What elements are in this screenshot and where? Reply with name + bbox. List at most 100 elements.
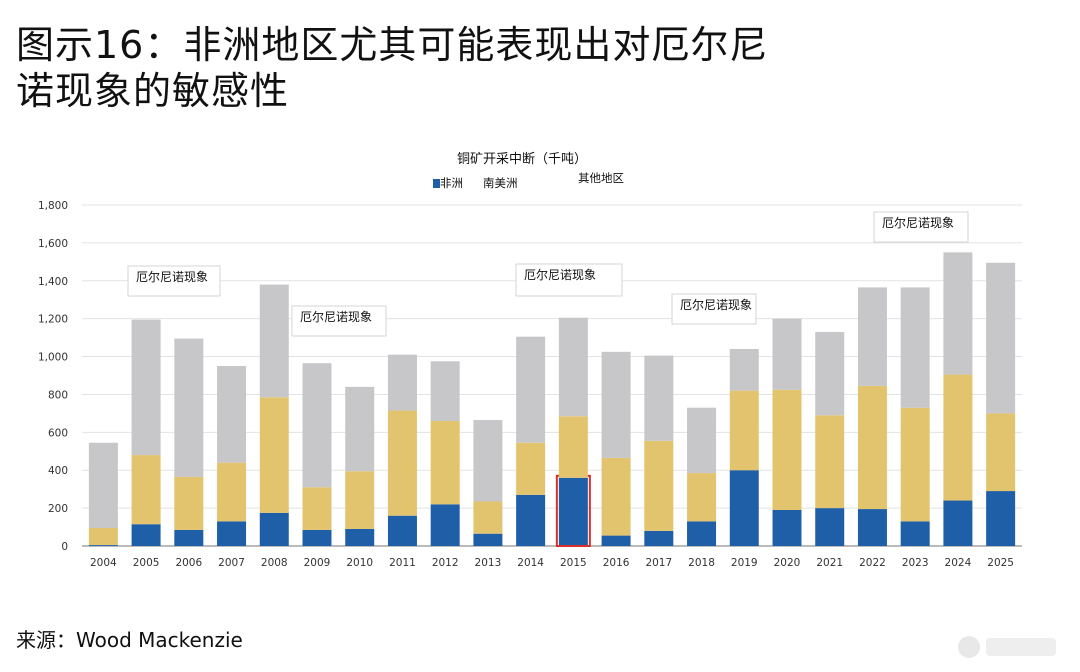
annotation-box — [873, 211, 969, 243]
bar-segment — [345, 386, 375, 472]
bar-segment — [729, 470, 759, 546]
bar-segment — [88, 545, 118, 546]
x-tick-label: 2023 — [902, 557, 929, 569]
x-tick-label: 2011 — [389, 557, 416, 569]
bar-segment — [473, 533, 503, 546]
bar-segment — [88, 528, 118, 546]
bar-segment — [900, 287, 930, 408]
bar-segment — [217, 366, 247, 463]
bar-segment — [387, 354, 417, 411]
bar-segment — [687, 473, 717, 522]
bar-segment — [986, 413, 1016, 492]
x-tick-label: 2020 — [774, 557, 801, 569]
bar-segment — [601, 535, 631, 546]
bar-segment — [174, 476, 204, 530]
x-tick-label: 2004 — [90, 557, 117, 569]
watermark-bar — [986, 638, 1056, 656]
bar-segment — [217, 462, 247, 522]
bar-segment — [815, 331, 845, 416]
y-tick-label: 1,800 — [38, 200, 68, 212]
y-tick-label: 600 — [48, 427, 68, 439]
x-tick-label: 2017 — [645, 557, 672, 569]
bar-segment — [558, 416, 588, 478]
bar-segment — [217, 521, 247, 546]
x-tick-label: 2024 — [945, 557, 972, 569]
bar-segment — [131, 455, 161, 525]
bar-segment — [387, 515, 417, 546]
bar-segment — [857, 385, 887, 510]
annotation-box — [515, 263, 623, 297]
bar-segment — [687, 521, 717, 546]
x-tick-label: 2021 — [816, 557, 843, 569]
bar-segment — [430, 420, 460, 505]
x-tick-label: 2019 — [731, 557, 758, 569]
watermark-logo-icon — [958, 636, 980, 658]
y-tick-label: 400 — [48, 465, 68, 477]
bar-segment — [772, 389, 802, 511]
annotation-label: 厄尔尼诺现象 — [680, 297, 752, 312]
x-tick-label: 2009 — [304, 557, 331, 569]
bar-segment — [644, 440, 674, 531]
y-tick-label: 1,200 — [38, 314, 68, 326]
legend-swatch — [433, 179, 440, 188]
chart-bars — [88, 252, 1016, 547]
x-tick-label: 2018 — [688, 557, 715, 569]
bar-segment — [259, 284, 289, 398]
bar-segment — [772, 510, 802, 546]
y-tick-label: 1,000 — [38, 352, 68, 364]
x-tick-label: 2007 — [218, 557, 245, 569]
annotation-box — [127, 265, 221, 297]
x-tick-label: 2005 — [133, 557, 160, 569]
bar-segment — [772, 318, 802, 390]
bar-segment — [259, 397, 289, 513]
chart-legend: 非洲 南美洲 其他地区 — [433, 171, 624, 190]
bar-segment — [430, 361, 460, 421]
bar-segment — [302, 487, 332, 530]
annotation-box — [291, 305, 387, 337]
bar-segment — [473, 420, 503, 502]
bar-segment — [815, 415, 845, 509]
bar-segment — [644, 355, 674, 441]
annotation-label: 厄尔尼诺现象 — [524, 267, 596, 282]
x-tick-label: 2013 — [475, 557, 502, 569]
annotation-label: 厄尔尼诺现象 — [300, 309, 372, 324]
bar-segment — [516, 336, 546, 443]
page-title: 图示16：非洲地区尤其可能表现出对厄尔尼 诺现象的敏感性 — [16, 23, 769, 113]
x-tick-label: 2015 — [560, 557, 587, 569]
bar-segment — [986, 491, 1016, 546]
bar-segment — [857, 509, 887, 546]
x-tick-label: 2010 — [346, 557, 373, 569]
bar-segment — [943, 500, 973, 546]
legend-label: 南美洲 — [483, 176, 518, 190]
x-tick-label: 2022 — [859, 557, 886, 569]
bar-segment — [601, 457, 631, 536]
bar-segment — [473, 501, 503, 534]
bar-segment — [558, 317, 588, 417]
bar-segment — [88, 442, 118, 529]
legend-label: 非洲 — [440, 176, 463, 190]
bar-segment — [900, 407, 930, 522]
annotation-label: 厄尔尼诺现象 — [136, 269, 208, 284]
x-tick-label: 2008 — [261, 557, 288, 569]
bar-segment — [729, 348, 759, 391]
bar-segment — [516, 494, 546, 546]
bar-segment — [302, 529, 332, 546]
bar-segment — [943, 252, 973, 375]
bar-segment — [943, 374, 973, 501]
y-tick-label: 0 — [61, 541, 68, 553]
y-tick-label: 800 — [48, 389, 68, 401]
chart-title: 铜矿开采中断（千吨） — [457, 152, 587, 167]
x-tick-label: 2012 — [432, 557, 459, 569]
bar-segment — [131, 319, 161, 456]
x-tick-label: 2025 — [987, 557, 1014, 569]
bar-segment — [644, 530, 674, 546]
y-tick-label: 1,400 — [38, 276, 68, 288]
bar-segment — [857, 287, 887, 386]
legend-label: 其他地区 — [578, 171, 624, 185]
bar-segment — [345, 471, 375, 529]
source-note: 来源：Wood Mackenzie — [16, 628, 243, 652]
bar-segment — [387, 410, 417, 516]
bar-segment — [729, 390, 759, 471]
bar-segment — [986, 262, 1016, 414]
